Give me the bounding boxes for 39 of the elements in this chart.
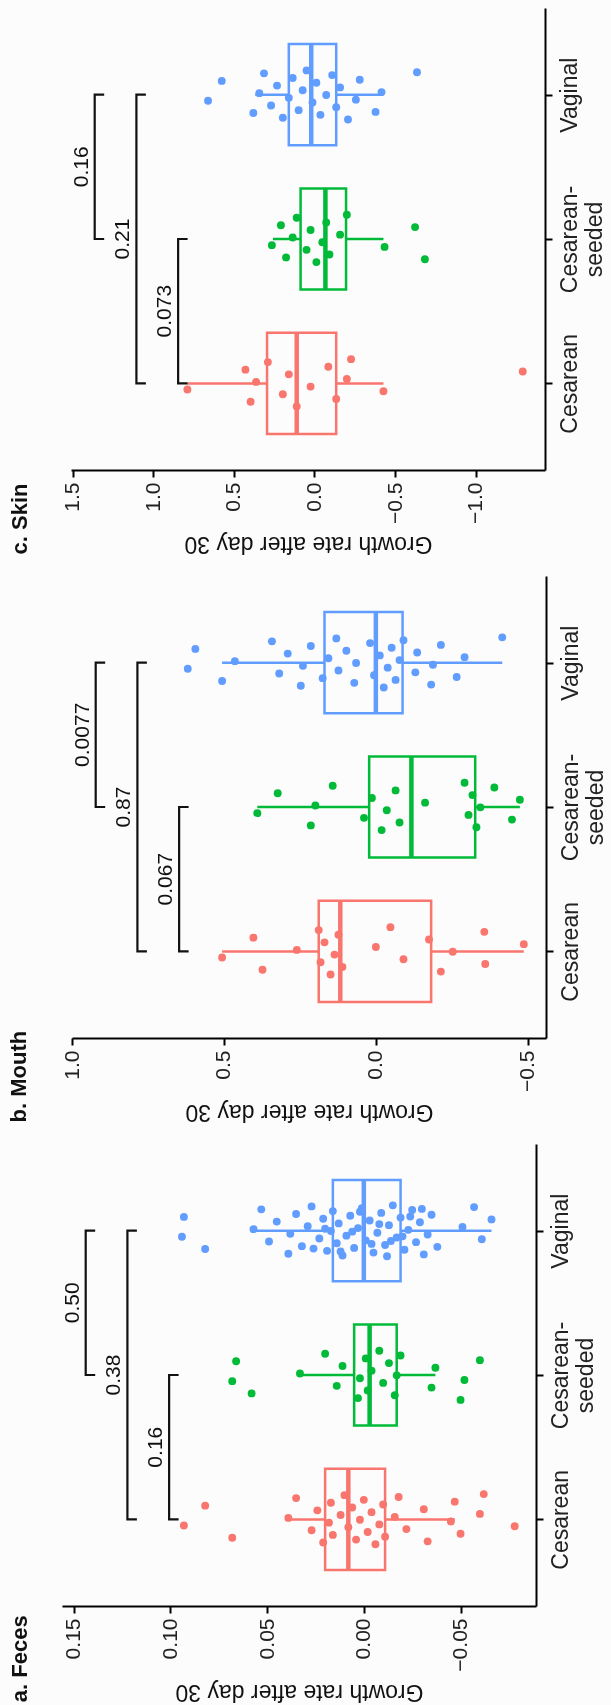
annotation: 0.50 <box>59 1282 83 1324</box>
y-tick-label: Vaginal <box>555 57 582 133</box>
x-tick-label: 0.00 <box>351 1618 375 1660</box>
x-axis-title: Growth rate after day 30 <box>175 1679 424 1705</box>
text: a. Feces <box>6 1615 32 1703</box>
y-tick-label: Cesarean-seeded <box>556 753 608 862</box>
text: c. Skin <box>6 483 32 555</box>
x-tick-label: 0.05 <box>254 1618 278 1660</box>
y-tick-label: Cesarean <box>546 1470 573 1570</box>
annotation: 0.21 <box>110 218 134 260</box>
x-tick-label: 1.0 <box>59 1050 83 1080</box>
y-tick-label: Cesarean-seeded <box>555 185 607 294</box>
y-tick-label: Cesarean <box>556 902 583 1002</box>
annotation: 0.16 <box>68 146 92 188</box>
x-tick-label: −0.5 <box>382 482 406 524</box>
annotation: 0.38 <box>101 1354 125 1396</box>
x-axis-title: Growth rate after day 30 <box>184 531 433 558</box>
y-tick-label: Vaginal <box>546 1193 573 1269</box>
x-tick-label: 1.5 <box>60 482 84 512</box>
x-tick-label: 1.0 <box>140 482 164 512</box>
annotation: 0.87 <box>111 786 135 828</box>
annotation: 0.067 <box>153 852 177 906</box>
y-tick-label: Cesarean <box>555 334 582 434</box>
x-tick-label: 0.0 <box>363 1050 387 1080</box>
x-tick-label: 0.10 <box>157 1618 181 1660</box>
text: b. Mouth <box>6 1030 31 1123</box>
x-tick-label: 0.15 <box>61 1618 85 1660</box>
x-axis-title: Growth rate after day 30 <box>185 1099 434 1126</box>
annotation: 0.073 <box>152 284 176 338</box>
x-tick-label: 0.5 <box>211 1050 235 1080</box>
y-tick-label: Cesarean-seeded <box>546 1321 598 1430</box>
annotation: 0.0077 <box>69 702 93 767</box>
x-tick-label: −0.5 <box>515 1050 539 1092</box>
y-tick-label: Vaginal <box>556 625 583 701</box>
x-tick-label: −0.05 <box>448 1618 472 1672</box>
x-tick-label: 0.5 <box>221 482 245 512</box>
x-tick-label: 0.0 <box>301 482 325 512</box>
x-tick-label: −1.0 <box>463 482 487 524</box>
annotation: 0.16 <box>143 1426 167 1468</box>
